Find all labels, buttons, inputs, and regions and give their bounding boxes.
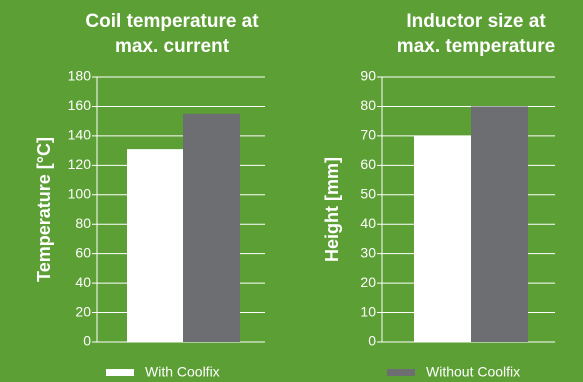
y-tick-label: 40 [360, 215, 376, 231]
y-tick-label: 100 [68, 185, 92, 201]
y-tick-label: 0 [368, 333, 376, 349]
y-tick-label: 20 [360, 274, 376, 290]
chart-title: max. current [115, 36, 230, 57]
y-tick-label: 20 [75, 303, 91, 319]
y-tick-label: 60 [360, 156, 376, 172]
y-tick-label: 70 [360, 127, 376, 143]
chart-title: Coil temperature at [85, 11, 259, 32]
y-tick-label: 160 [68, 97, 92, 113]
y-tick-label: 60 [75, 244, 91, 260]
y-tick-label: 50 [360, 185, 376, 201]
bar [183, 113, 240, 342]
y-tick-label: 80 [75, 215, 91, 231]
legend-swatch [106, 369, 134, 376]
bar [414, 135, 471, 342]
y-tick-label: 10 [360, 303, 376, 319]
y-tick-label: 40 [75, 274, 91, 290]
chart-title: max. temperature [397, 36, 555, 57]
y-tick-label: 180 [68, 68, 92, 84]
legend-label: With Coolfix [145, 364, 220, 380]
bar [127, 149, 184, 342]
y-axis-label: Temperature [°C] [34, 137, 54, 282]
y-tick-label: 90 [360, 68, 376, 84]
y-tick-label: 30 [360, 244, 376, 260]
y-tick-label: 80 [360, 97, 376, 113]
legend-swatch [387, 369, 415, 376]
bar [471, 106, 528, 342]
y-tick-label: 140 [68, 127, 92, 143]
y-tick-label: 120 [68, 156, 92, 172]
y-tick-label: 0 [83, 333, 91, 349]
legend-label: Without Coolfix [426, 364, 520, 380]
y-axis-label: Height [mm] [322, 157, 342, 262]
chart-title: Inductor size at [406, 11, 546, 32]
